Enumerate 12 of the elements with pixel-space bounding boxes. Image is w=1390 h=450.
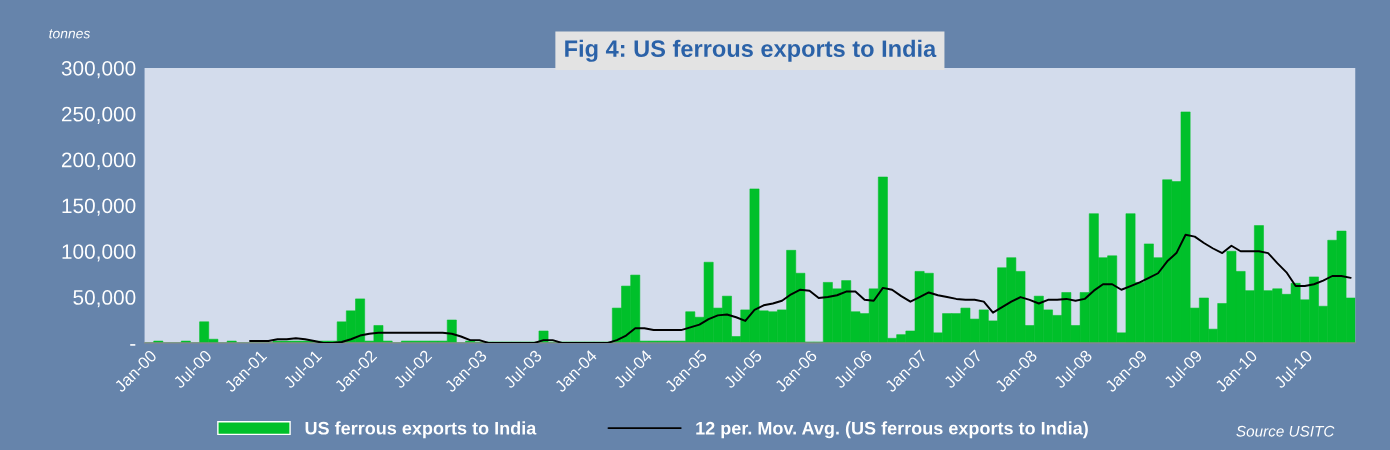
- y-tick-label: 250,000: [61, 106, 136, 124]
- chart-title: Fig 4: US ferrous exports to India: [565, 39, 937, 62]
- legend-label: US ferrous exports to India: [305, 421, 537, 439]
- source-note: Source USITC: [1236, 425, 1335, 437]
- y-axis-title: tonnes: [49, 29, 91, 39]
- y-tick-label: 150,000: [62, 198, 136, 216]
- y-tick-label: 300,000: [61, 60, 136, 79]
- legend-label: 12 per. Mov. Avg. (US ferrous exports to India): [696, 421, 1088, 439]
- y-tick-label: 100,000: [62, 244, 136, 262]
- y-tick-label: 50,000: [73, 290, 136, 308]
- y-tick-label: 200,000: [61, 152, 136, 170]
- y-tick-label: -: [130, 344, 136, 346]
